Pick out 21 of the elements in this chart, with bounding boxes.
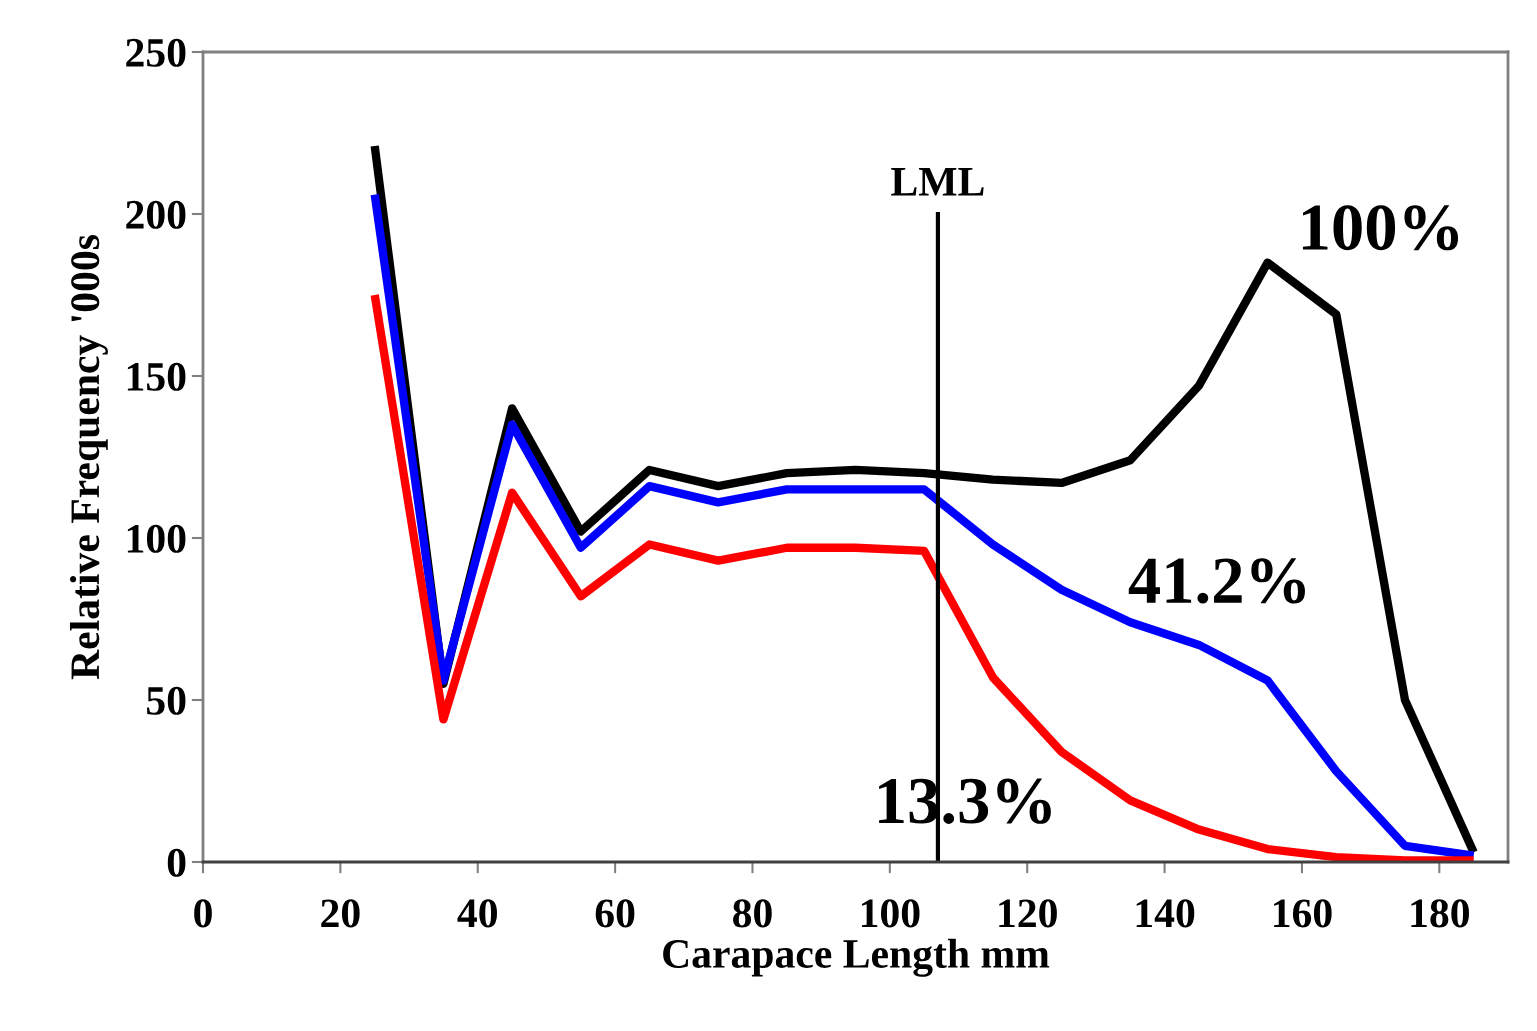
series-label: 100% bbox=[1302, 205, 1459, 251]
y-tick-label: 150 bbox=[127, 362, 186, 391]
y-tick-label: 50 bbox=[147, 686, 186, 715]
x-tick-label: 40 bbox=[457, 899, 497, 928]
x-tick-label: 80 bbox=[733, 899, 772, 928]
y-tick-label: 0 bbox=[167, 848, 186, 877]
x-tick-label: 180 bbox=[1411, 899, 1469, 928]
y-tick-label: 250 bbox=[126, 38, 186, 67]
y-tick-label: 100 bbox=[127, 524, 186, 553]
ref-line-label: LML bbox=[891, 168, 984, 196]
x-tick-label: 160 bbox=[1274, 899, 1332, 928]
x-tick-label: 20 bbox=[321, 899, 360, 928]
y-axis-title: Relative Frequency '000s bbox=[69, 235, 108, 680]
x-tick-label: 140 bbox=[1136, 899, 1195, 928]
x-tick-label: 100 bbox=[861, 899, 920, 928]
y-tick-label: 200 bbox=[126, 200, 186, 229]
series-label: 41.2% bbox=[1128, 558, 1305, 604]
x-tick-label: 60 bbox=[595, 899, 635, 928]
x-axis-title: Carapace Length mm bbox=[663, 938, 1050, 977]
x-tick-label: 120 bbox=[999, 899, 1057, 928]
x-tick-label: 0 bbox=[194, 899, 212, 928]
